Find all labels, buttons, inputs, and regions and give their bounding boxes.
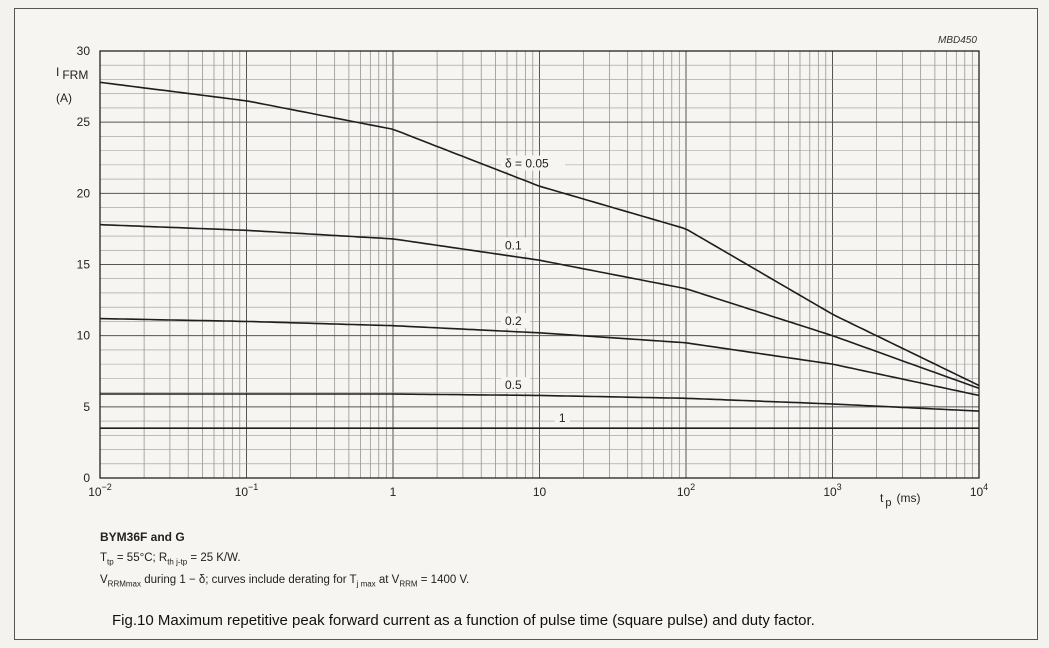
condition-line-1: Ttp = 55°C; Rth j-tp = 25 K/W.: [100, 552, 241, 567]
device-title: BYM36F and G: [100, 530, 185, 544]
y-tick-label: 10: [77, 329, 91, 343]
series-label: 1: [559, 411, 566, 425]
series-line: [99, 223, 980, 390]
series-line: [100, 393, 980, 412]
x-tick-label: 1: [390, 485, 397, 499]
y-tick-label: 15: [77, 258, 91, 272]
y-axis-unit: (A): [56, 91, 72, 105]
x-tick-label: 10−1: [235, 482, 259, 499]
series-label-bg: [500, 155, 565, 171]
series-label-bg: [554, 410, 570, 426]
x-tick-label: 103: [823, 482, 841, 499]
y-tick-label: 5: [83, 400, 90, 414]
series-label: 0.5: [505, 378, 522, 392]
series-label: 0.1: [505, 238, 522, 252]
x-tick-label: 104: [970, 482, 988, 499]
series-label-bg: [500, 377, 530, 393]
series-line: [99, 317, 980, 397]
x-tick-label: 10−2: [88, 482, 112, 499]
x-axis-label: t p (ms): [880, 491, 920, 509]
y-tick-label: 25: [77, 115, 91, 129]
series-line: [99, 81, 980, 387]
condition-line-2: VRRMmax during 1 − δ; curves include der…: [100, 574, 470, 589]
y-tick-label: 30: [77, 44, 91, 58]
chart-series: [99, 81, 980, 429]
chart-grid: [99, 50, 979, 479]
plot-area-border: [99, 50, 980, 479]
x-tick-label: 102: [677, 482, 695, 499]
y-axis-label: I FRM: [56, 65, 88, 82]
series-label-bg: [500, 313, 530, 329]
figure-reference: MBD450: [938, 35, 977, 46]
figure-caption: Fig.10 Maximum repetitive peak forward c…: [112, 612, 815, 629]
series-label: 0.2: [505, 314, 522, 328]
series-label: δ = 0.05: [505, 157, 549, 171]
chart-axes: 0 5 10 15 20 25 30 10−2 10−1 1 10 102 103 104 I FRM (A) t…: [56, 44, 988, 509]
series-label-bg: [500, 237, 530, 253]
y-tick-label: 0: [83, 471, 90, 485]
y-tick-label: 20: [77, 186, 91, 200]
chart-labels: δ = 0.05 0.1 0.2 0.5 1: [500, 155, 570, 426]
x-tick-label: 10: [533, 485, 547, 499]
